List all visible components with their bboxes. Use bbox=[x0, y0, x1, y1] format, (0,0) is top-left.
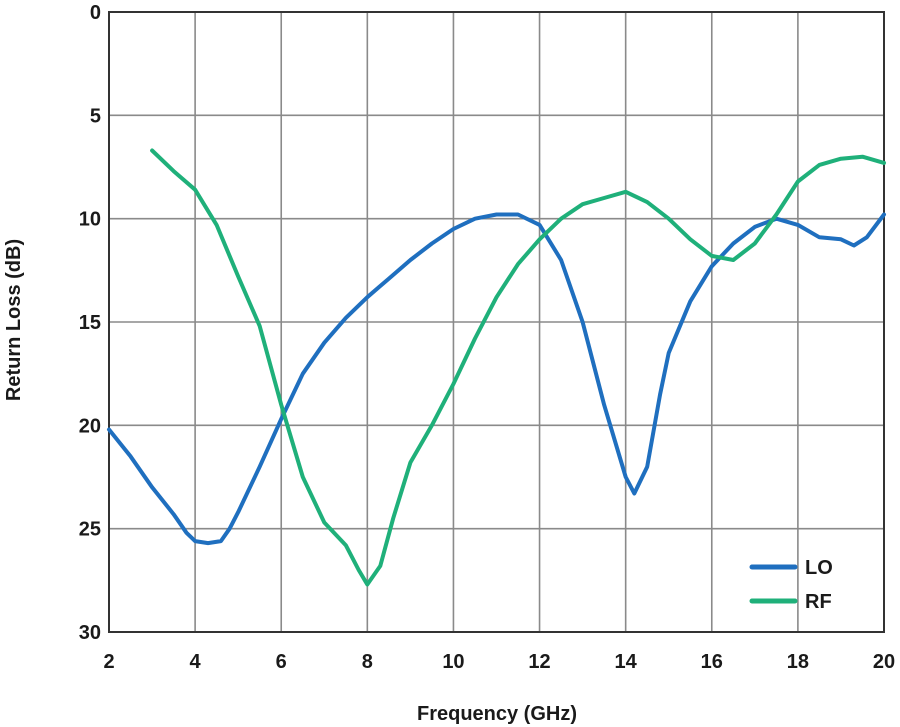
legend-label-rf: RF bbox=[805, 591, 832, 613]
x-tick-label: 10 bbox=[442, 651, 464, 673]
y-tick-label: 15 bbox=[79, 312, 101, 334]
y-tick-label: 5 bbox=[90, 105, 101, 127]
series-line-rf bbox=[150, 148, 886, 587]
x-tick-label: 18 bbox=[787, 651, 809, 673]
x-tick-labels: 2 4 6 8 10 12 14 16 18 20 bbox=[103, 651, 895, 673]
y-tick-label: 25 bbox=[79, 519, 101, 541]
y-tick-label: 20 bbox=[79, 415, 101, 437]
series-line-lo bbox=[107, 212, 886, 546]
y-axis-label: Return Loss (dB) bbox=[3, 239, 25, 401]
x-tick-label: 8 bbox=[362, 651, 373, 673]
plot-frame bbox=[108, 11, 885, 633]
x-tick-label: 20 bbox=[873, 651, 895, 673]
grid-lines bbox=[108, 11, 885, 633]
legend: LO RF bbox=[749, 557, 833, 613]
y-tick-label: 10 bbox=[79, 209, 101, 231]
x-tick-label: 2 bbox=[103, 651, 114, 673]
x-tick-label: 12 bbox=[528, 651, 550, 673]
y-tick-label: 0 bbox=[90, 2, 101, 24]
x-tick-label: 14 bbox=[615, 651, 638, 673]
x-tick-label: 16 bbox=[701, 651, 723, 673]
y-tick-labels: 0 5 10 15 20 25 30 bbox=[79, 2, 101, 644]
series-lines bbox=[107, 148, 886, 587]
x-tick-label: 6 bbox=[276, 651, 287, 673]
y-tick-label: 30 bbox=[79, 622, 101, 644]
x-axis-label: Frequency (GHz) bbox=[417, 703, 577, 725]
x-tick-label: 4 bbox=[190, 651, 202, 673]
legend-label-lo: LO bbox=[805, 557, 833, 579]
